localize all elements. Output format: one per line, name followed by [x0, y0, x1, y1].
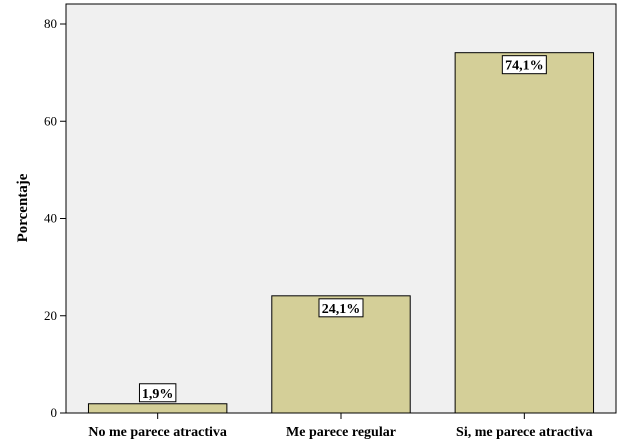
- y-tick-label: 40: [44, 211, 57, 226]
- y-tick-label: 60: [44, 113, 57, 128]
- data-label: 24,1%: [322, 302, 361, 317]
- x-axis: No me parece atractiva Me parece regular S…: [88, 413, 593, 440]
- data-label-box: [138, 383, 177, 403]
- y-axis: 0 20 40 60 80: [44, 16, 66, 420]
- x-tick-label: No me parece atractiva: [88, 425, 227, 440]
- bars: 1,9% 24,1% 74,1%: [87, 52, 595, 414]
- data-label: 1,9%: [142, 387, 174, 402]
- data-label: 74,1%: [505, 59, 544, 74]
- y-axis-title: Porcentaje: [15, 173, 31, 242]
- data-label-box: [501, 55, 547, 75]
- x-tick-label: Si, me parece atractiva: [456, 425, 593, 440]
- y-tick-label: 20: [44, 308, 57, 323]
- bar: [454, 52, 595, 414]
- x-tick-label: Me parece regular: [286, 425, 396, 440]
- bar: [87, 403, 228, 414]
- y-tick-label: 0: [51, 405, 58, 420]
- data-label-box: [318, 298, 364, 318]
- y-tick-label: 80: [44, 16, 57, 31]
